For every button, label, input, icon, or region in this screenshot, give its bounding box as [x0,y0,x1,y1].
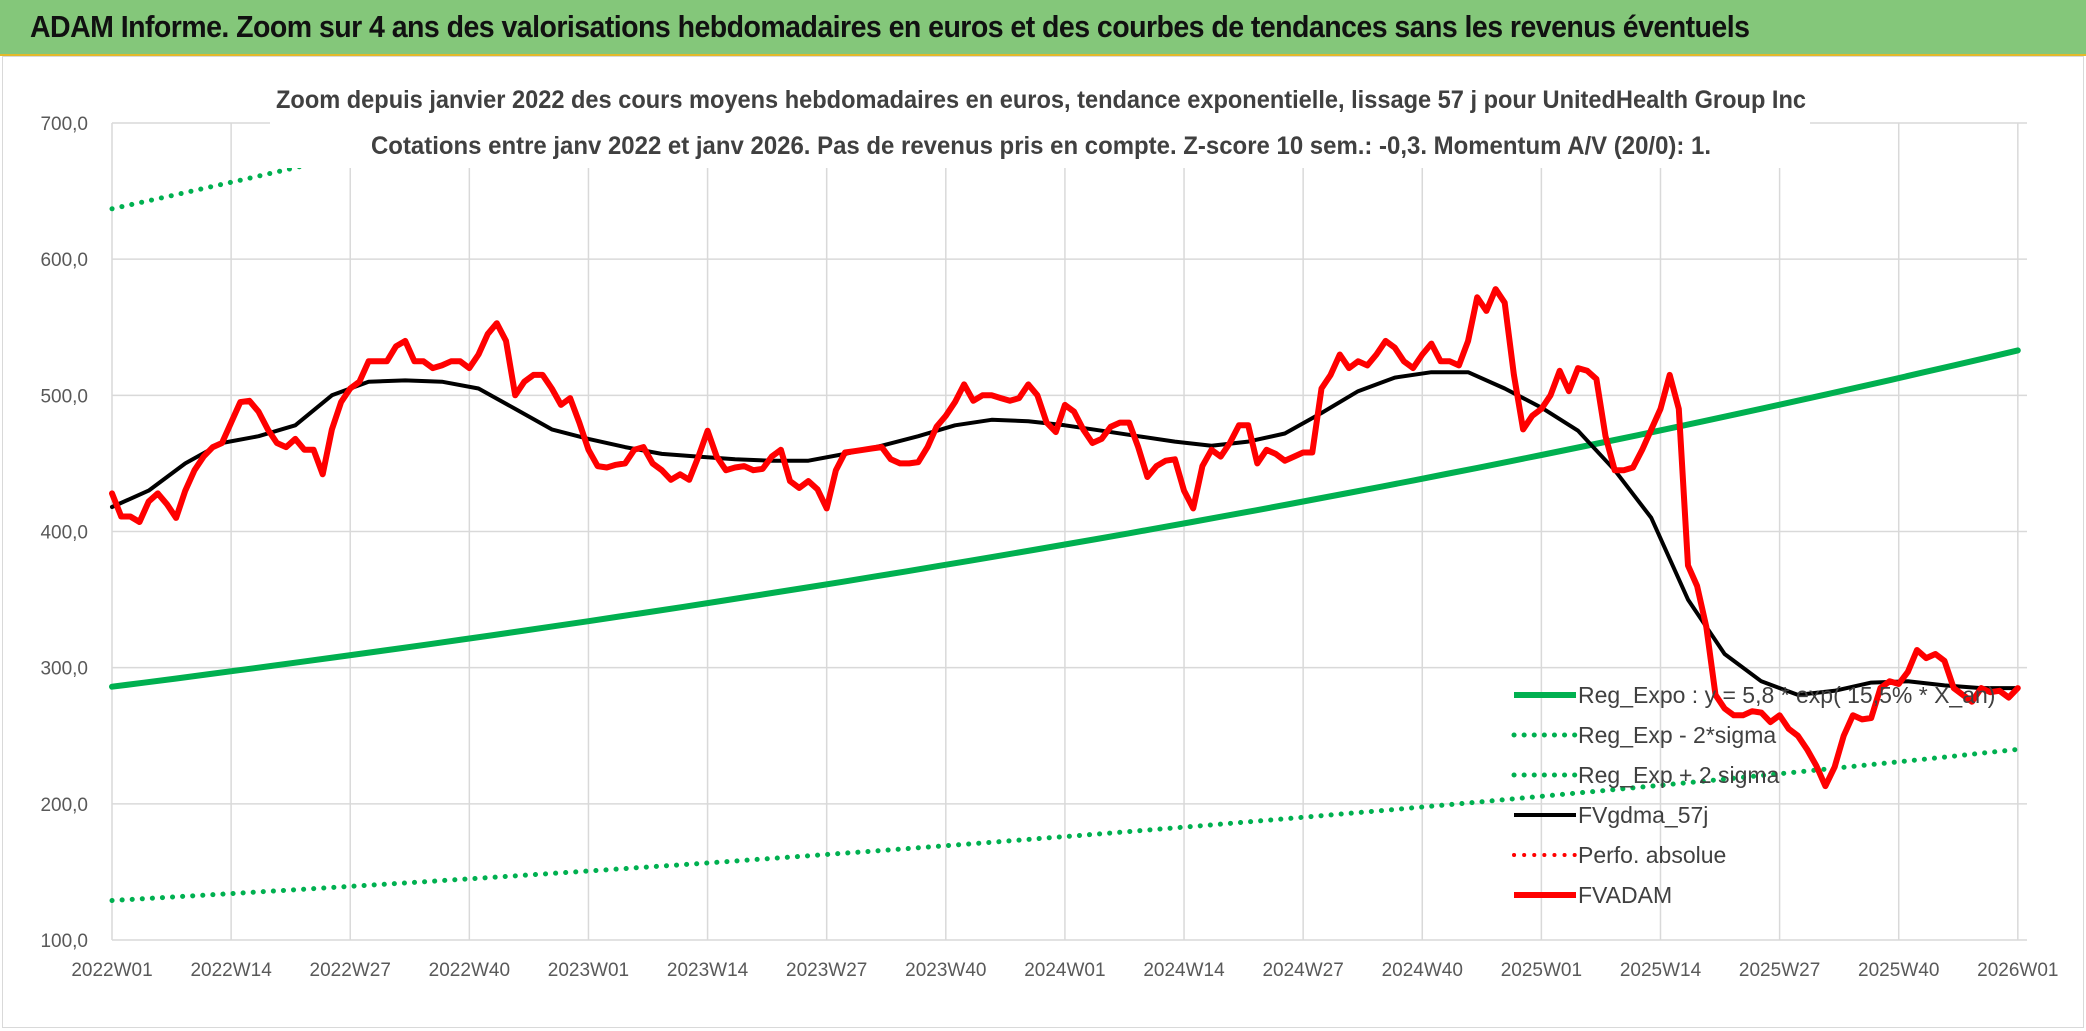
y-tick-label: 100,0 [40,931,88,952]
legend-label: Reg_Exp + 2 sigma [1578,762,1780,788]
series-line-reg-expo-y-5-8-exp-15-5-x-an [109,347,2021,690]
title-backdrop [270,80,1810,168]
x-tick-label: 2024W27 [1262,960,1343,981]
y-tick-label: 300,0 [40,659,88,680]
report-title: ADAM Informe. Zoom sur 4 ans des valoris… [30,9,1750,44]
legend: Reg_Expo : y = 5,8 * exp( 15,5% * X_an) R… [1511,682,1995,908]
legend-label: FVADAM [1578,882,1672,908]
legend-label: Reg_Exp - 2*sigma [1578,722,1776,748]
y-tick-label: 500,0 [40,386,88,407]
chart-frame [2,56,2084,1028]
y-tick-label: 400,0 [40,523,88,544]
chart-title: Zoom depuis janvier 2022 des cours moyen… [276,86,1806,114]
series-line-fvadam [109,286,2021,790]
y-axis-tick-labels: 100,0 200,0 300,0 400,0 500,0 600,0 700,0 [40,114,88,952]
x-tick-label: 2024W14 [1143,960,1225,981]
chart-subtitle: Cotations entre janv 2022 et janv 2026. … [371,132,1711,160]
x-tick-label: 2023W01 [548,960,629,981]
x-tick-label: 2024W01 [1024,960,1105,981]
legend-label: Perfo. absolue [1578,842,1726,868]
x-tick-label: 2022W40 [429,960,510,981]
x-tick-label: 2024W40 [1382,960,1463,981]
y-tick-label: 700,0 [40,114,88,135]
x-tick-label: 2026W01 [1977,960,2058,981]
x-tick-label: 2025W14 [1620,960,1702,981]
x-tick-label: 2025W40 [1858,960,1939,981]
x-tick-label: 2023W40 [905,960,986,981]
x-tick-label: 2022W14 [190,960,272,981]
gridlines [111,122,2027,941]
x-axis-tick-labels: 2022W01 2022W14 2022W27 2022W40 2023W01 2023W… [71,960,2058,981]
legend-label: Reg_Expo : y = 5,8 * exp( 15,5% * X_an) [1578,682,1995,708]
series-line-fvgdma-57j [110,370,2020,697]
x-tick-label: 2025W27 [1739,960,1820,981]
x-tick-label: 2023W27 [786,960,867,981]
y-tick-label: 200,0 [40,795,88,816]
report-banner: ADAM Informe. Zoom sur 4 ans des valoris… [0,0,2086,56]
x-tick-label: 2025W01 [1501,960,1582,981]
x-tick-label: 2023W14 [667,960,749,981]
x-tick-label: 2022W27 [310,960,391,981]
y-tick-label: 600,0 [40,250,88,271]
legend-label: FVgdma_57j [1578,802,1708,828]
x-tick-label: 2022W01 [71,960,152,981]
